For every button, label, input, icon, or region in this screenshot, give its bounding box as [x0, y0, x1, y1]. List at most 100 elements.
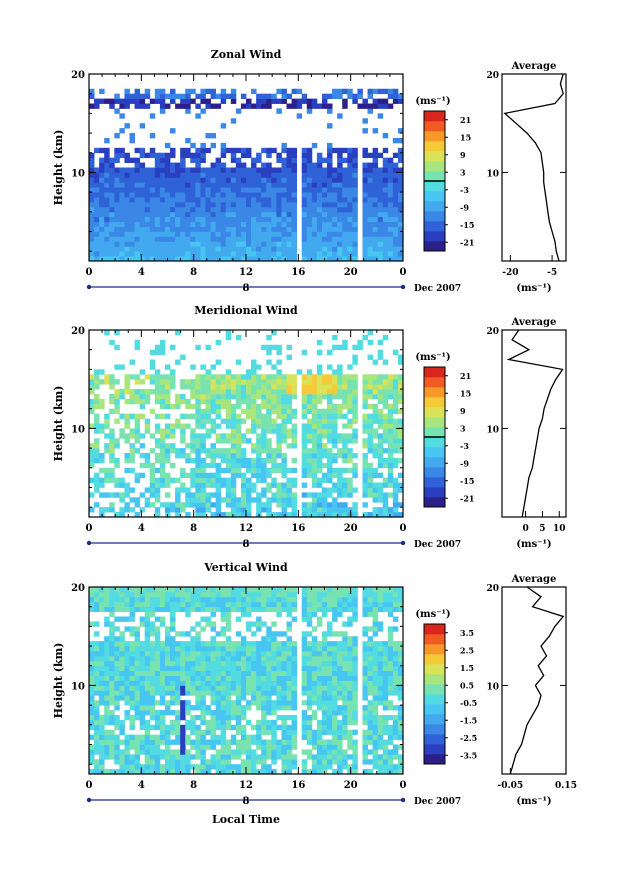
y-axis-label: Height (km) — [52, 643, 65, 719]
colorbar-segment — [424, 417, 445, 428]
y-tick-label: 20 — [71, 326, 85, 337]
average-profile: Average -0.05 0.15 10 20 (ms⁻¹) — [486, 574, 576, 807]
y-axis-label: Height (km) — [52, 130, 65, 206]
day-label: 8 — [243, 539, 250, 550]
profile-title: Average — [511, 574, 557, 585]
colorbar-tick-label: 9 — [460, 150, 466, 160]
colorbar-segment — [424, 387, 445, 398]
colorbar-tick-label: -3 — [460, 185, 469, 195]
x-tick-label: 20 — [344, 267, 358, 278]
colorbar-tick-label: -15 — [460, 220, 474, 230]
colorbar-segment — [424, 664, 445, 675]
colorbar-segment — [424, 181, 445, 192]
x-tick-label: 0 — [400, 267, 407, 278]
colorbar-tick-label: -15 — [460, 476, 474, 486]
profile-x-tick-label: 10 — [553, 524, 566, 534]
colorbar: 21 15 9 3 -3 -9 -15 -21 (ms⁻¹) — [415, 352, 474, 508]
colorbar-tick-label: -9 — [460, 458, 469, 468]
x-tick-label: 20 — [344, 523, 358, 534]
x-tick-label: 0 — [400, 780, 407, 791]
x-tick-label: 16 — [291, 523, 305, 534]
colorbar-segment — [424, 121, 445, 132]
colorbar-tick-label: -9 — [460, 202, 469, 212]
colorbar-segment — [424, 467, 445, 478]
colorbar-tick-label: 2.5 — [460, 645, 474, 655]
colorbar-tick-label: -21 — [460, 493, 474, 503]
colorbar-frame — [423, 623, 446, 765]
x-tick-label: 0 — [86, 780, 93, 791]
day-label: 8 — [243, 283, 250, 294]
profile-frame — [501, 329, 567, 518]
day-bar-end — [400, 284, 406, 290]
colorbar: 3.5 2.5 1.5 0.5 -0.5 -1.5 -2.5 -3.5 (ms⁻¹) — [415, 609, 477, 765]
profile-y-tick-label: 10 — [486, 169, 499, 179]
colorbar-segment — [424, 684, 445, 695]
x-tick-label: 16 — [291, 780, 305, 791]
day-bar-start — [86, 797, 92, 803]
x-tick-label: 0 — [400, 523, 407, 534]
x-tick-label: 4 — [138, 523, 145, 534]
day-bar-end — [400, 540, 406, 546]
x-tick-label: 20 — [344, 780, 358, 791]
profile-y-tick-label: 20 — [486, 327, 499, 337]
profile-x-label: (ms⁻¹) — [516, 283, 551, 294]
x-tick-label: 12 — [239, 267, 253, 278]
x-tick-label: 12 — [239, 523, 253, 534]
colorbar-segment — [424, 437, 445, 448]
date-label: Dec 2007 — [414, 540, 461, 550]
colorbar-tick-label: -3 — [460, 441, 469, 451]
x-tick-label: 4 — [138, 267, 145, 278]
colorbar-segment — [424, 141, 445, 152]
profile-x-tick-label: 5 — [539, 524, 545, 534]
profile-line — [509, 586, 565, 775]
x-tick-label: 0 — [86, 267, 93, 278]
colorbar-tick-label: 21 — [460, 115, 471, 125]
colorbar-segment — [424, 367, 445, 378]
x-tick-label: 12 — [239, 780, 253, 791]
panel-title: Meridional Wind — [194, 304, 298, 317]
colorbar-segment — [424, 191, 445, 202]
profile-x-label: (ms⁻¹) — [516, 796, 551, 807]
profile-frame — [501, 73, 567, 262]
profile-y-tick-label: 10 — [486, 682, 499, 692]
colorbar-segment — [424, 111, 445, 122]
profile-x-label: (ms⁻¹) — [516, 539, 551, 550]
panel-0: Zonal Wind 0 4 8 12 16 20 0 10 20 Height (km) 8 Dec … — [52, 48, 567, 294]
colorbar-segment — [424, 131, 445, 142]
colorbar-tick-label: 0.5 — [460, 680, 474, 690]
colorbar-tick-label: -1.5 — [460, 715, 477, 725]
date-label: Dec 2007 — [414, 797, 461, 807]
colorbar-segment — [424, 201, 445, 212]
colorbar-tick-label: 9 — [460, 406, 466, 416]
heatmap-field — [89, 88, 404, 262]
profile-line — [506, 329, 564, 518]
profile-x-tick-label: 0 — [522, 524, 528, 534]
panel-title: Vertical Wind — [203, 561, 288, 574]
x-tick-label: 8 — [190, 523, 197, 534]
x-tick-label: 0 — [86, 523, 93, 534]
colorbar-tick-label: -21 — [460, 237, 474, 247]
colorbar-segment — [424, 211, 445, 222]
colorbar-tick-label: 1.5 — [460, 663, 474, 673]
average-profile: Average 0 5 10 10 20 (ms⁻¹) — [486, 317, 567, 550]
colorbar: 21 15 9 3 -3 -9 -15 -21 (ms⁻¹) — [415, 96, 474, 252]
colorbar-segment — [424, 151, 445, 162]
colorbar-tick-label: -2.5 — [460, 733, 477, 743]
average-profile: Average -20 -5 10 20 (ms⁻¹) — [486, 61, 567, 294]
profile-line — [503, 73, 564, 262]
colorbar-segment — [424, 754, 445, 765]
colorbar-segment — [424, 377, 445, 388]
panel-2: Vertical Wind 0 4 8 12 16 20 0 10 20 Height (km) 8 D… — [52, 561, 577, 807]
y-tick-label: 10 — [71, 681, 85, 692]
colorbar-segment — [424, 161, 445, 172]
x-axis-title: Local Time — [212, 813, 280, 826]
colorbar-segment — [424, 477, 445, 488]
colorbar-unit: (ms⁻¹) — [415, 609, 450, 620]
colorbar-segment — [424, 171, 445, 182]
colorbar-segment — [424, 447, 445, 458]
colorbar-segment — [424, 674, 445, 685]
day-bar-end — [400, 797, 406, 803]
colorbar-segment — [424, 397, 445, 408]
y-tick-label: 10 — [71, 168, 85, 179]
colorbar-segment — [424, 644, 445, 655]
